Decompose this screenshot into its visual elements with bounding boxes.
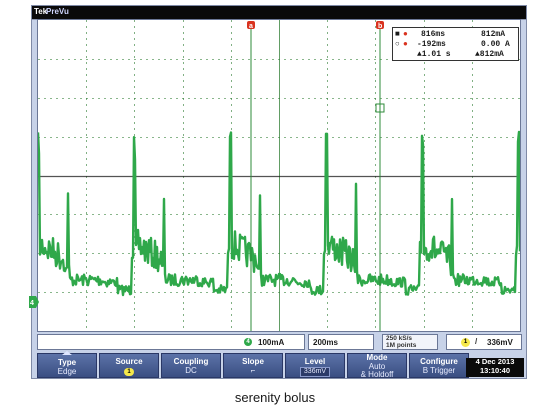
menu-configure-button[interactable]: Configure B Trigger: [409, 353, 469, 378]
time-display: 13:10:40: [479, 365, 511, 375]
channel-4-badge: 4: [244, 338, 252, 346]
cursor-a-value: 812mA: [481, 30, 506, 39]
menu-source-value: 1: [124, 367, 134, 376]
menu-type-label: Type: [57, 358, 77, 367]
cursor-a-icon: ■: [395, 30, 400, 39]
menu-source-label: Source: [115, 357, 143, 366]
menu-coupling-label: Coupling: [173, 357, 209, 366]
cursor-a-marker[interactable]: a: [247, 21, 255, 30]
acquisition-state: PreVu: [46, 7, 69, 16]
date-display: 4 Dec 2013: [475, 357, 515, 366]
sample-rate: 250 kS/s: [386, 335, 413, 342]
cursor-b-time: -192ms: [417, 40, 446, 49]
delta-value: ▲812mA: [475, 50, 504, 59]
menu-slope-label: Slope: [242, 357, 264, 366]
trigger-readout[interactable]: 1 / 336mV: [446, 334, 522, 350]
menu-coupling-button[interactable]: Coupling DC: [161, 353, 221, 378]
menu-mode-holdoff: & Holdoff: [360, 370, 394, 379]
ground-level-marker[interactable]: 4: [29, 296, 39, 308]
cursor-b-icon: ○: [395, 40, 400, 49]
trigger-level: 336mV: [487, 338, 513, 347]
title-bar: Tek PreVu: [32, 6, 526, 20]
cursor-a-marker-label: a: [249, 23, 253, 30]
timebase-readout[interactable]: 200ms: [308, 334, 374, 350]
menu-configure-label: Configure: [420, 357, 458, 366]
cursor-b-value-box: [375, 103, 385, 113]
menu-slope-button[interactable]: Slope ⌐: [223, 353, 283, 378]
menu-configure-value: B Trigger: [422, 365, 456, 375]
menu-level-button[interactable]: Level 336mV: [285, 353, 345, 378]
acquisition-readout: 250 kS/s 1M points: [382, 334, 438, 350]
brand-logo: Tek: [34, 7, 48, 16]
cursor-a-chip: ●: [403, 30, 408, 39]
cursor-readout: ■ ● 816ms 812mA ○ ● -192ms 0.00 A ▲1.01 …: [392, 27, 519, 61]
record-length: 1M points: [386, 342, 417, 349]
menu-level-label: Level: [304, 357, 326, 366]
delta-time: ▲1.01 s: [417, 50, 451, 59]
menu-mode-value: Auto: [368, 361, 386, 371]
trigger-slope-icon: /: [475, 337, 478, 346]
menu-mode-button[interactable]: Mode Auto & Holdoff: [347, 353, 407, 379]
image-caption: serenity bolus: [234, 390, 316, 405]
channel-scale-readout[interactable]: 4 100mA: [37, 334, 305, 350]
menu-source-button[interactable]: Source 1: [99, 353, 159, 378]
chevron-up-icon: [62, 351, 72, 355]
waveform-plot: a b: [38, 20, 520, 331]
cursor-b-value: 0.00 A: [481, 40, 510, 49]
trigger-source-badge: 1: [461, 338, 470, 347]
rising-edge-icon: ⌐: [250, 365, 256, 375]
timebase-scale: 200ms: [313, 338, 338, 347]
menu-mode-label: Mode: [366, 353, 388, 362]
menu-type-button[interactable]: Type Edge: [37, 351, 97, 378]
graticule: [38, 20, 520, 331]
cursor-b-chip: ●: [403, 40, 408, 49]
cursor-a-time: 816ms: [421, 30, 446, 39]
cursor-b-marker[interactable]: b: [376, 21, 384, 30]
channel-4-scale: 100mA: [258, 338, 285, 347]
waveform-display[interactable]: a b: [37, 19, 521, 332]
menu-level-value: 336mV: [299, 366, 331, 377]
cursor-b-marker-label: b: [378, 23, 382, 30]
date-time-display: 4 Dec 2013 13:10:40: [466, 357, 524, 377]
ground-marker-label: 4: [30, 300, 34, 307]
menu-type-value: Edge: [57, 366, 77, 376]
channel-4-trace: [38, 130, 520, 297]
menu-coupling-value: DC: [185, 365, 197, 375]
